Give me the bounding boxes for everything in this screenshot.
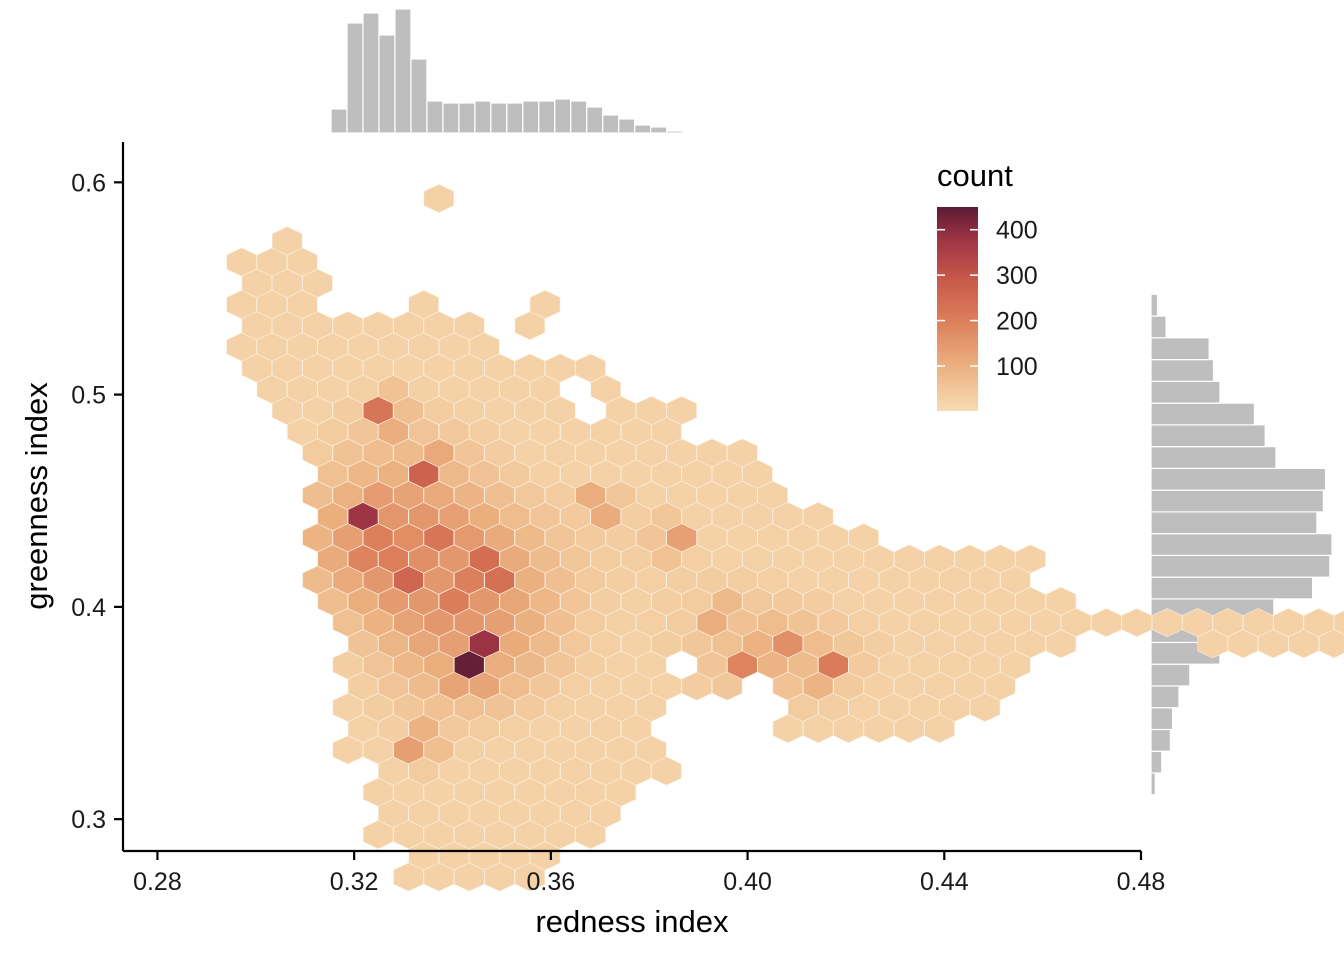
axes: 0.28 0.32 0.36 0.40 0.44 0.48 0.3 0.4 0.5 0.6 — [71, 142, 1165, 896]
x-marginal-bar — [618, 118, 636, 134]
legend-break-label: 200 — [996, 308, 1038, 336]
y-marginal-bar — [1150, 358, 1215, 382]
color-legend: count 100 200 300 400 — [937, 158, 1038, 411]
hex-cell — [666, 396, 697, 426]
x-marginal-bar — [426, 100, 444, 134]
x-marginal-bar — [554, 98, 572, 134]
hex-cell — [1091, 608, 1122, 638]
y-marginal-bar — [1150, 554, 1331, 578]
hex-cell — [1060, 608, 1092, 638]
y-marginal-bar — [1150, 446, 1277, 469]
hex-cell — [332, 311, 364, 341]
x-marginal-bar — [474, 100, 492, 134]
hex-cell — [287, 247, 318, 277]
y-marginal-bar — [1150, 772, 1156, 796]
x-marginal-bar — [458, 102, 476, 134]
legend-break-label: 100 — [996, 353, 1038, 381]
x-marginal-bar — [378, 34, 396, 134]
x-marginal-bar — [682, 131, 700, 134]
y-marginal-bar — [1150, 685, 1180, 709]
y-marginal-bar — [1150, 663, 1191, 687]
x-marginal-bar — [666, 130, 684, 134]
y-marginal-bar — [1150, 424, 1266, 448]
x-tick-label: 0.36 — [527, 868, 576, 896]
hex-cell — [1121, 608, 1152, 638]
hex-cell — [1333, 610, 1344, 635]
hex-cell — [544, 353, 576, 383]
y-marginal-bar — [1150, 489, 1324, 513]
legend-break-label: 400 — [996, 217, 1038, 245]
x-marginal-bar — [394, 8, 412, 134]
x-marginal-bar — [570, 100, 588, 134]
legend-colorbar — [937, 207, 978, 411]
x-marginal-bar — [362, 12, 380, 134]
y-marginal-bar — [1150, 576, 1314, 600]
y-tick-label: 0.3 — [71, 806, 106, 834]
hex-cell — [529, 290, 561, 319]
x-tick-label: 0.48 — [1117, 868, 1166, 896]
hex-cell — [1318, 629, 1344, 659]
x-tick-label: 0.32 — [330, 868, 379, 896]
x-marginal-histogram — [330, 8, 700, 134]
x-ticks: 0.28 0.32 0.36 0.40 0.44 0.48 — [133, 851, 1165, 896]
hex-cell — [651, 756, 682, 786]
y-marginal-bar — [1150, 380, 1221, 404]
legend-title: count — [937, 158, 1013, 193]
y-tick-label: 0.5 — [71, 382, 106, 410]
y-marginal-bar — [1150, 271, 1153, 295]
y-marginal-bar — [1150, 402, 1256, 426]
hexbin-cells — [226, 183, 1344, 892]
x-marginal-bar — [634, 124, 652, 134]
y-tick-label: 0.6 — [71, 169, 106, 197]
y-marginal-bar — [1150, 533, 1333, 557]
y-marginal-bar — [1150, 750, 1163, 774]
y-ticks: 0.3 0.4 0.5 0.6 — [71, 169, 123, 834]
x-marginal-bar — [442, 102, 460, 134]
x-marginal-bar — [410, 58, 428, 134]
hex-cell — [302, 268, 333, 298]
y-marginal-bar — [1150, 511, 1318, 535]
y-marginal-bar — [1150, 467, 1327, 491]
x-marginal-bar — [506, 102, 524, 134]
hex-cell — [1015, 544, 1046, 574]
y-axis-title: greenness index — [19, 382, 54, 610]
y-marginal-bar — [1150, 293, 1159, 317]
legend-breaks: 100 200 300 400 — [937, 217, 1038, 381]
y-marginal-bar — [1150, 337, 1210, 361]
x-marginal-bar — [538, 100, 556, 134]
hex-cell — [651, 671, 682, 701]
x-tick-label: 0.28 — [133, 868, 182, 896]
y-marginal-bar — [1150, 315, 1167, 339]
x-axis-title: redness index — [535, 904, 729, 939]
x-marginal-bar — [602, 114, 620, 134]
x-marginal-bar — [330, 108, 348, 134]
x-marginal-bar — [586, 106, 604, 134]
y-marginal-bar — [1150, 707, 1174, 731]
x-marginal-bar — [346, 22, 364, 134]
x-tick-label: 0.44 — [920, 868, 969, 896]
x-marginal-bar — [522, 100, 540, 134]
x-marginal-bar — [650, 126, 668, 134]
hex-cell — [423, 183, 455, 213]
x-marginal-bar — [490, 102, 508, 134]
y-marginal-histogram — [1150, 271, 1333, 796]
y-marginal-bar — [1150, 728, 1171, 752]
hex-cell — [1151, 608, 1183, 638]
legend-break-label: 300 — [996, 262, 1038, 290]
y-tick-label: 0.4 — [71, 594, 106, 622]
x-tick-label: 0.40 — [723, 868, 772, 896]
